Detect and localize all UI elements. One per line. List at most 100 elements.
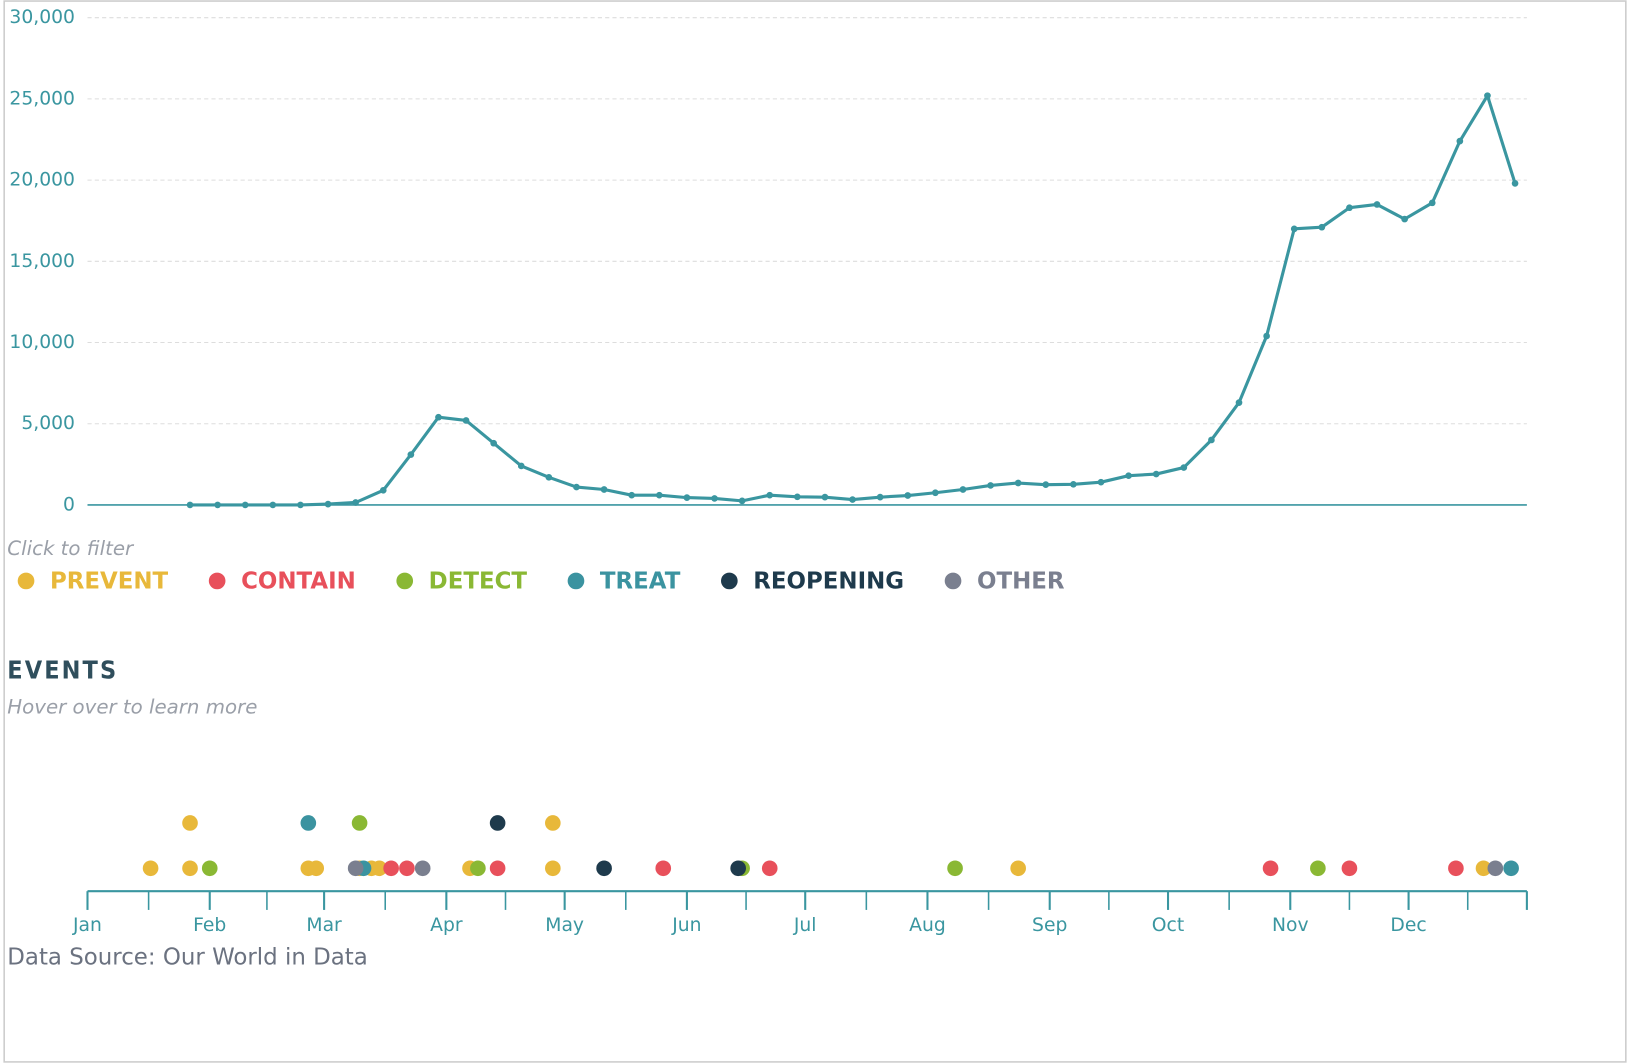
y-tick-label: 25,000 [9, 88, 75, 109]
events-title: EVENTS [7, 656, 118, 685]
line-point [435, 413, 442, 421]
line-point [324, 500, 332, 508]
x-tick-label: Sep [1032, 915, 1067, 936]
line-point [352, 499, 359, 506]
line-point [1042, 481, 1050, 488]
event[interactable] [1487, 860, 1504, 877]
legend-label: DETECT [429, 568, 528, 594]
legend-label: CONTAIN [241, 568, 356, 594]
x-tick-label: Jan [72, 915, 102, 936]
x-tick-label: May [545, 915, 584, 936]
legend-swatch [394, 570, 416, 592]
x-tick-label: Dec [1390, 915, 1426, 936]
y-tick-label: 30,000 [9, 7, 75, 28]
x-tick-label: Feb [193, 915, 226, 936]
event[interactable] [1010, 860, 1026, 877]
y-tick-label: 0 [63, 494, 75, 515]
line-point [1346, 204, 1353, 212]
event[interactable] [655, 860, 672, 877]
legend-item[interactable]: OTHER [942, 568, 1065, 594]
line-point [711, 495, 718, 502]
line-point [1318, 223, 1326, 231]
line-point [269, 501, 277, 509]
line-point [655, 491, 663, 499]
line-point [379, 486, 387, 494]
event[interactable] [489, 860, 506, 877]
event[interactable] [347, 860, 364, 877]
y-tick-label: 10,000 [9, 332, 75, 353]
line-point [821, 493, 829, 501]
event[interactable] [399, 860, 415, 877]
event[interactable] [1503, 860, 1519, 877]
event[interactable] [1475, 860, 1492, 877]
line-point [1290, 225, 1298, 233]
line-point [186, 501, 194, 509]
line-point [214, 501, 221, 509]
line-point [793, 493, 801, 501]
event[interactable] [730, 860, 746, 877]
line-point [1014, 479, 1022, 487]
event[interactable] [383, 860, 399, 877]
line-point [462, 417, 470, 424]
frame [3, 0, 1627, 1063]
event[interactable] [489, 815, 506, 831]
x-tick-label: Apr [430, 915, 463, 936]
x-tick-label: Aug [909, 915, 946, 936]
x-tick-label: Mar [306, 915, 342, 936]
line-point [1208, 436, 1215, 444]
line-point [959, 486, 967, 493]
event[interactable] [1341, 860, 1358, 877]
source: Data Source: Our World in Data [7, 944, 368, 970]
line-point [1180, 464, 1188, 471]
event[interactable] [761, 860, 778, 877]
line-point [600, 486, 608, 493]
line-point [1070, 480, 1077, 488]
line-point [1097, 478, 1105, 486]
event[interactable] [1448, 860, 1464, 877]
legend-item[interactable]: TREAT [565, 568, 681, 594]
event[interactable] [947, 860, 963, 877]
event[interactable] [1310, 860, 1326, 877]
event[interactable] [308, 860, 325, 877]
event[interactable] [182, 815, 198, 831]
line-point [987, 482, 994, 489]
legend-label: REOPENING [753, 568, 904, 594]
legend-item[interactable]: CONTAIN [206, 568, 356, 594]
line-point [517, 462, 525, 470]
x-tick-label: Jun [671, 915, 701, 936]
event[interactable] [201, 860, 218, 877]
event[interactable] [596, 860, 612, 877]
line-point [1511, 180, 1519, 187]
event[interactable] [1262, 860, 1279, 877]
line-point [683, 494, 691, 501]
event[interactable] [414, 860, 431, 877]
event[interactable] [371, 860, 388, 877]
event[interactable] [351, 815, 368, 831]
legend-label: OTHER [977, 568, 1065, 594]
legend-hint: Click to filter [7, 537, 135, 560]
y-tick-label: 20,000 [9, 170, 75, 191]
line-point [849, 496, 856, 503]
x-tick-label: Nov [1272, 915, 1309, 936]
line-point [1373, 201, 1381, 208]
event[interactable] [300, 815, 317, 831]
event[interactable] [545, 815, 561, 831]
line-point [297, 501, 304, 509]
y-tick-label: 15,000 [9, 251, 75, 272]
legend-item[interactable]: DETECT [394, 568, 528, 594]
line-point [1263, 332, 1270, 340]
line-point [904, 492, 912, 499]
event[interactable] [470, 860, 486, 877]
legend-item[interactable]: PREVENT [15, 568, 169, 594]
x-tick-label: Jul [793, 915, 817, 936]
legend-swatch [565, 570, 587, 592]
line-point [1484, 92, 1491, 99]
event[interactable] [182, 860, 198, 877]
line-point [1456, 137, 1464, 145]
line-point [573, 483, 580, 491]
event[interactable] [545, 860, 561, 877]
legend-swatch [15, 570, 37, 592]
event[interactable] [142, 860, 159, 877]
legend-item[interactable]: REOPENING [718, 568, 904, 594]
line-point [490, 439, 498, 447]
